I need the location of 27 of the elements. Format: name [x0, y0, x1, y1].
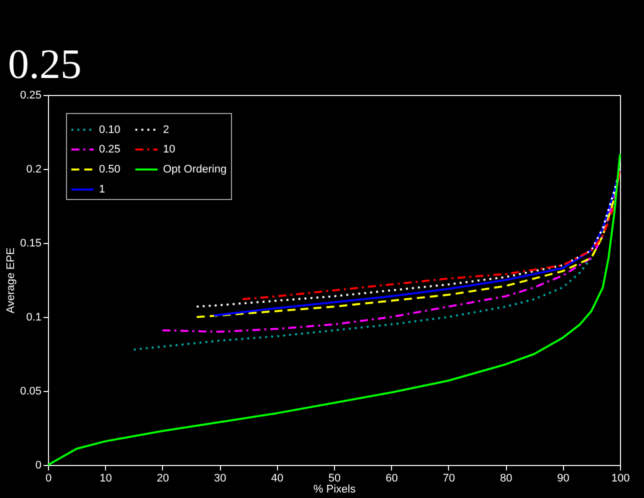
x-tick-label: 70	[442, 472, 456, 484]
x-tick-label: 20	[156, 472, 170, 484]
y-tick-label: 0.15	[20, 238, 42, 250]
y-tick-label: 0.2	[26, 164, 42, 176]
x-axis-title: % Pixels	[313, 484, 356, 496]
legend-label: 1	[99, 184, 106, 196]
line-series	[47, 153, 621, 466]
x-tick-label: 30	[214, 472, 226, 484]
y-tick-label: 0.25	[20, 90, 42, 102]
legend-label: 0.10	[99, 124, 120, 136]
legend-label: Opt Ordering	[163, 164, 227, 176]
x-tick-label: 0	[45, 472, 52, 484]
x-tick-label: 40	[271, 472, 284, 484]
legend-label: 10	[163, 144, 176, 156]
x-tick-label: 90	[557, 472, 570, 484]
x-tick-label: 50	[328, 472, 341, 484]
legend-label: 0.50	[99, 164, 120, 176]
x-tick-label: 100	[611, 472, 630, 484]
legend-label: 2	[163, 124, 170, 136]
x-tick-label: 60	[386, 472, 398, 484]
y-tick-label: 0.05	[20, 386, 42, 398]
legend-label: 0.25	[99, 144, 120, 156]
y-axis-title: Average EPE	[5, 248, 18, 314]
x-tick-label: 10	[100, 472, 112, 484]
y-tick-label: 0.1	[26, 312, 42, 324]
x-tick-label: 80	[500, 472, 512, 484]
y-tick-label: 0	[35, 460, 42, 472]
